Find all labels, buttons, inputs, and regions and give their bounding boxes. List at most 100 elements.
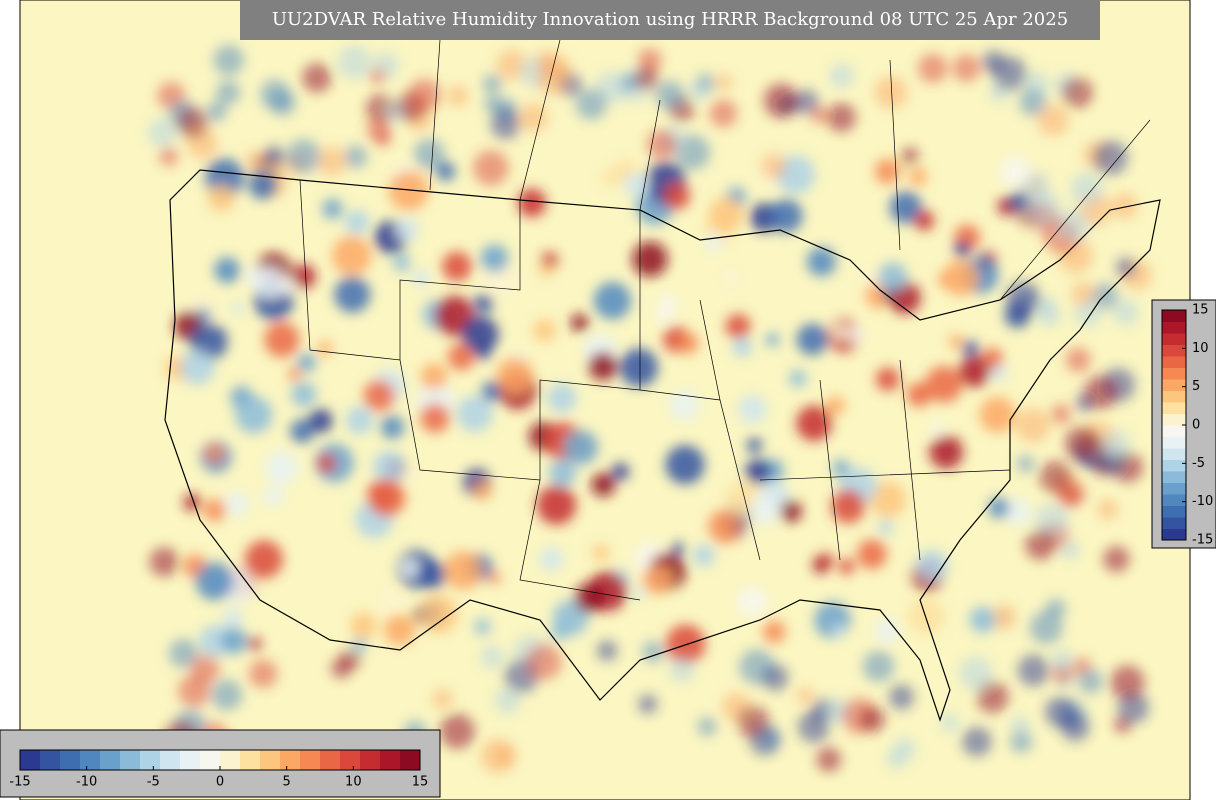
humidity-blob — [762, 664, 789, 691]
humidity-blob — [601, 169, 618, 186]
humidity-blob — [708, 509, 743, 544]
colorbar-swatch — [1162, 494, 1186, 506]
humidity-blob — [789, 369, 807, 388]
colorbar-tick-label: 10 — [345, 775, 362, 790]
humidity-blob — [688, 80, 709, 101]
humidity-blob — [1065, 347, 1091, 373]
humidity-blob — [991, 604, 1017, 630]
humidity-blob — [547, 383, 577, 413]
colorbar-swatch — [220, 750, 241, 770]
humidity-blob — [436, 162, 456, 182]
colorbar-tick-label: 15 — [412, 775, 429, 790]
humidity-blob — [1009, 191, 1029, 211]
humidity-blob — [665, 445, 705, 485]
colorbar-swatch — [1162, 448, 1186, 460]
humidity-blob — [916, 550, 948, 582]
humidity-blob — [480, 244, 509, 273]
humidity-blob — [248, 637, 262, 651]
humidity-blob — [959, 355, 991, 388]
humidity-blob — [592, 544, 610, 562]
colorbar-swatch — [300, 750, 321, 770]
colorbar-swatch — [20, 750, 41, 770]
humidity-blob — [395, 218, 419, 242]
colorbar-swatch — [1162, 413, 1186, 426]
humidity-blob — [195, 562, 234, 601]
humidity-blob — [496, 49, 528, 81]
humidity-blob — [369, 68, 386, 85]
humidity-blob — [420, 363, 448, 390]
humidity-blob — [432, 688, 453, 710]
humidity-blob — [831, 489, 866, 524]
humidity-blob — [533, 319, 556, 342]
humidity-blob — [337, 45, 372, 80]
humidity-blob — [270, 90, 296, 116]
humidity-blob — [596, 640, 618, 661]
humidity-blob — [444, 551, 483, 590]
colorbar-tick-label: -10 — [76, 775, 97, 790]
humidity-blob — [1077, 668, 1103, 694]
humidity-blob — [413, 138, 445, 170]
humidity-blob — [308, 408, 333, 433]
humidity-blob — [456, 395, 493, 432]
humidity-blob — [548, 459, 577, 487]
humidity-blob — [1037, 104, 1069, 137]
colorbar-swatch — [80, 750, 101, 770]
title: UU2DVAR Relative Humidity Innovation usi… — [272, 9, 1068, 30]
humidity-blob — [481, 381, 503, 402]
humidity-blob — [658, 294, 678, 314]
colorbar-swatch — [1162, 321, 1186, 334]
humidity-blob — [797, 710, 830, 743]
humidity-blob — [925, 365, 963, 403]
humidity-blob — [693, 544, 715, 567]
map — [20, 0, 1190, 800]
colorbar-swatch — [1162, 471, 1186, 483]
humidity-blob — [216, 80, 241, 105]
humidity-blob — [352, 638, 367, 653]
humidity-blob — [367, 479, 406, 517]
humidity-blob — [988, 497, 1010, 519]
humidity-blob — [992, 56, 1027, 91]
colorbar-swatch — [380, 750, 401, 770]
humidity-blob — [669, 656, 695, 683]
colorbar-swatch — [400, 750, 421, 770]
humidity-blob — [331, 235, 372, 276]
humidity-blob — [535, 49, 559, 74]
humidity-blob — [708, 196, 744, 232]
humidity-blob — [830, 323, 848, 341]
humidity-blob — [940, 713, 960, 733]
humidity-blob — [624, 172, 650, 198]
humidity-blob — [159, 146, 179, 166]
humidity-blob — [796, 323, 829, 356]
colorbar-swatch — [320, 750, 341, 770]
colorbar-swatch — [120, 750, 141, 770]
humidity-blob — [738, 394, 767, 424]
colorbar-tick-label: -10 — [1192, 494, 1213, 509]
humidity-blob — [746, 437, 763, 454]
colorbar-tick-label: -15 — [9, 775, 30, 790]
humidity-blob — [642, 641, 665, 663]
horizontal-colorbar: -15 -10 -5 0 5 10 15 — [9, 749, 429, 790]
humidity-blob — [334, 276, 371, 313]
colorbar-swatch — [1162, 390, 1186, 403]
humidity-blob — [536, 485, 577, 525]
title-box — [240, 0, 1100, 40]
colorbar-swatch — [1162, 310, 1186, 322]
humidity-blob — [178, 674, 211, 708]
humidity-blob — [662, 182, 691, 210]
humidity-blob — [447, 85, 469, 107]
humidity-blob — [669, 390, 700, 421]
humidity-blob — [484, 95, 503, 114]
humidity-blob — [929, 421, 945, 437]
humidity-blob — [914, 210, 935, 231]
colorbar-swatch — [180, 750, 201, 770]
humidity-blob — [638, 48, 662, 72]
colorbar-tick-label: -5 — [147, 775, 160, 790]
humidity-blob — [611, 463, 630, 481]
humidity-blob — [959, 656, 993, 690]
humidity-blob — [862, 650, 895, 683]
humidity-blob — [875, 367, 900, 391]
humidity-blob — [869, 481, 907, 518]
humidity-blob — [1102, 430, 1130, 459]
humidity-blob — [207, 185, 235, 212]
humidity-blob — [322, 198, 343, 220]
